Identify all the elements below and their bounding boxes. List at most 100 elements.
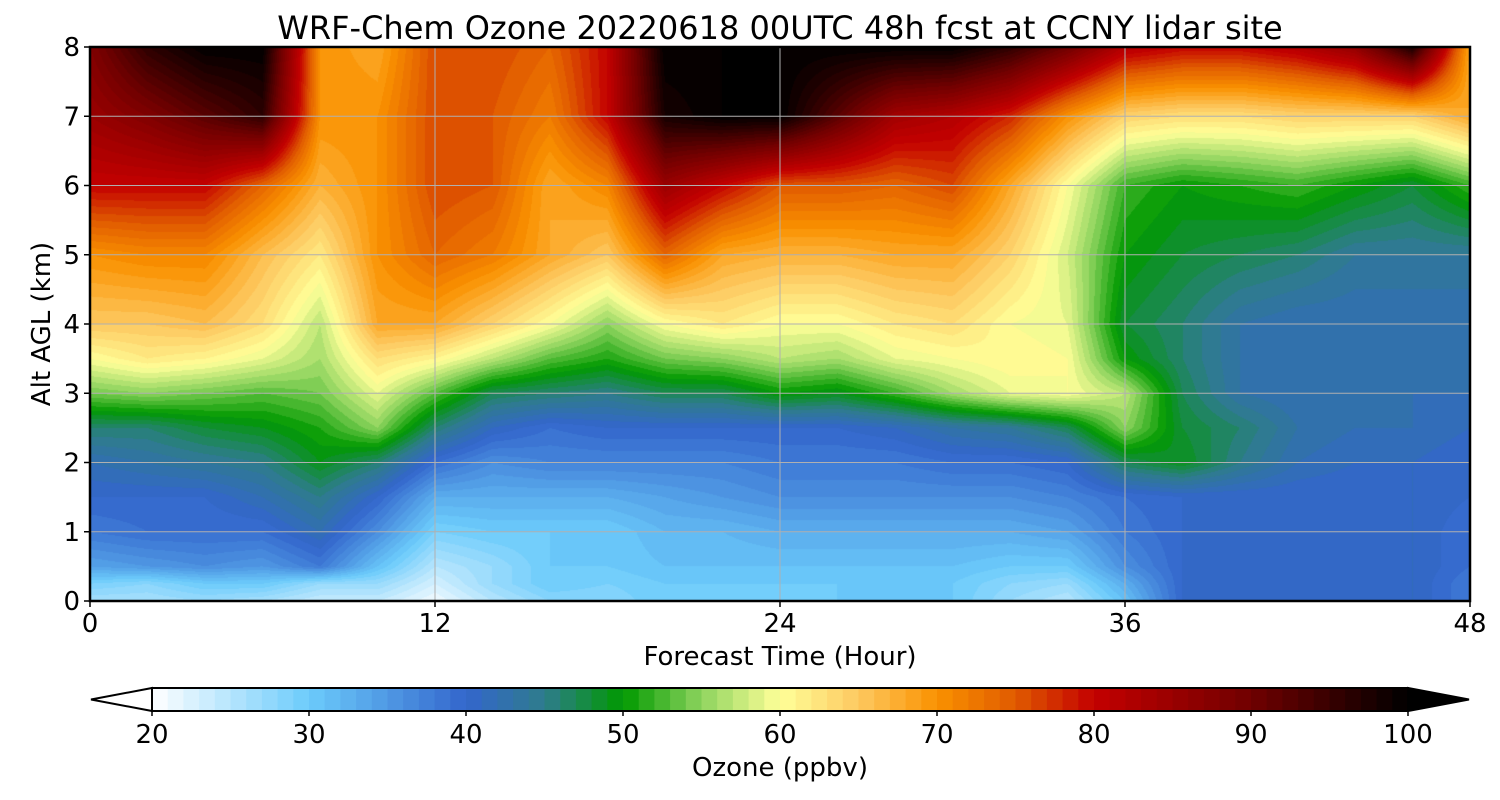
colorbar-swatch bbox=[654, 688, 671, 711]
colorbar-swatch bbox=[968, 688, 985, 711]
colorbar-swatch bbox=[261, 688, 279, 711]
colorbar-swatch bbox=[1298, 688, 1315, 711]
y-tick-label: 7 bbox=[63, 102, 80, 132]
colorbar-swatch bbox=[1078, 688, 1095, 711]
x-tick-label: 36 bbox=[1108, 609, 1141, 639]
colorbar-swatch bbox=[575, 688, 593, 711]
colorbar-swatch bbox=[1251, 688, 1268, 711]
x-axis-label: Forecast Time (Hour) bbox=[643, 642, 916, 672]
colorbar-tick-label: 90 bbox=[1234, 720, 1267, 750]
colorbar-swatch bbox=[481, 688, 498, 711]
colorbar-swatch bbox=[732, 688, 750, 711]
colorbar-swatch bbox=[748, 688, 765, 711]
colorbar-swatch bbox=[513, 688, 530, 711]
colorbar-swatch bbox=[811, 688, 828, 711]
colorbar-swatch bbox=[544, 688, 561, 711]
x-tick-label: 12 bbox=[418, 609, 451, 639]
colorbar-tick-label: 70 bbox=[920, 720, 953, 750]
colorbar-swatch bbox=[167, 688, 184, 711]
y-tick-label: 6 bbox=[63, 172, 80, 202]
x-tick-label: 48 bbox=[1453, 609, 1486, 639]
colorbar-swatch bbox=[764, 688, 781, 711]
colorbar-swatch bbox=[1188, 688, 1205, 711]
colorbar-ticks: 20 30 40 50 60 70 80 90 100 bbox=[135, 711, 1433, 750]
colorbar-swatch bbox=[560, 688, 577, 711]
colorbar-swatch bbox=[1203, 688, 1221, 711]
colorbar-swatch bbox=[183, 688, 200, 711]
colorbar-swatch bbox=[1360, 688, 1378, 711]
colorbar-swatch bbox=[1313, 688, 1331, 711]
colorbar-swatch bbox=[1141, 688, 1158, 711]
colorbar-swatch bbox=[717, 688, 734, 711]
colorbar-swatch bbox=[199, 688, 216, 711]
y-tick-label: 3 bbox=[63, 379, 80, 409]
colorbar-swatch bbox=[1125, 688, 1142, 711]
colorbar-swatch bbox=[827, 688, 844, 711]
y-tick-label: 4 bbox=[63, 310, 80, 340]
colorbar-swatch bbox=[418, 688, 436, 711]
colorbar-swatch bbox=[623, 688, 640, 711]
colorbar-swatch bbox=[685, 688, 703, 711]
colorbar-swatch bbox=[1156, 688, 1174, 711]
colorbar-swatch bbox=[387, 688, 404, 711]
colorbar-swatch bbox=[371, 688, 389, 711]
colorbar-min-extension bbox=[90, 686, 153, 713]
colorbar-swatch bbox=[214, 688, 232, 711]
colorbar-tick-label: 50 bbox=[606, 720, 639, 750]
colorbar-swatch bbox=[324, 688, 341, 711]
colorbar-swatch bbox=[1031, 688, 1048, 711]
colorbar-swatch bbox=[638, 688, 655, 711]
colorbar-swatch bbox=[1219, 688, 1236, 711]
colorbar-swatch bbox=[277, 688, 294, 711]
colorbar-swatch bbox=[356, 688, 373, 711]
colorbar-swatch bbox=[1094, 688, 1111, 711]
y-axis-label: Alt AGL (km) bbox=[27, 242, 57, 406]
colorbar-tick-label: 40 bbox=[449, 720, 482, 750]
colorbar-swatch bbox=[152, 688, 169, 711]
colorbar-swatch bbox=[309, 688, 326, 711]
colorbar-swatches bbox=[152, 688, 1409, 711]
colorbar-swatch bbox=[293, 688, 310, 711]
colorbar-swatch bbox=[874, 688, 891, 711]
colorbar-tick-label: 80 bbox=[1077, 720, 1110, 750]
colorbar-swatch bbox=[889, 688, 907, 711]
colorbar-swatch bbox=[1329, 688, 1346, 711]
colorbar-swatch bbox=[905, 688, 922, 711]
colorbar-tick-label: 60 bbox=[763, 720, 796, 750]
chart-title: WRF-Chem Ozone 20220618 00UTC 48h fcst a… bbox=[277, 9, 1282, 47]
colorbar-swatch bbox=[1172, 688, 1189, 711]
colorbar-swatch bbox=[1266, 688, 1283, 711]
colorbar-swatch bbox=[701, 688, 718, 711]
colorbar-swatch bbox=[246, 688, 263, 711]
colorbar-tick-label: 100 bbox=[1383, 720, 1433, 750]
colorbar-swatch bbox=[780, 688, 797, 711]
colorbar-swatch bbox=[1392, 688, 1409, 711]
colorbar-swatch bbox=[842, 688, 860, 711]
colorbar-swatch bbox=[591, 688, 608, 711]
colorbar-swatch bbox=[952, 688, 969, 711]
y-tick-label: 0 bbox=[63, 587, 80, 617]
colorbar-swatch bbox=[999, 688, 1017, 711]
x-tick-label: 24 bbox=[763, 609, 796, 639]
x-tick-label: 0 bbox=[82, 609, 99, 639]
colorbar-swatch bbox=[858, 688, 875, 711]
y-tick-label: 8 bbox=[63, 33, 80, 63]
colorbar-swatch bbox=[1345, 688, 1362, 711]
colorbar-swatch bbox=[497, 688, 514, 711]
colorbar-tick-label: 20 bbox=[135, 720, 168, 750]
colorbar-swatch bbox=[607, 688, 624, 711]
colorbar-swatch bbox=[795, 688, 812, 711]
colorbar-swatch bbox=[984, 688, 1001, 711]
y-tick-label: 2 bbox=[63, 449, 80, 479]
y-axis-ticks: 0 1 2 3 4 5 6 7 8 bbox=[63, 33, 90, 617]
colorbar-max-extension bbox=[1407, 686, 1470, 713]
colorbar-swatch bbox=[921, 688, 938, 711]
colorbar-swatch bbox=[1235, 688, 1252, 711]
y-tick-label: 1 bbox=[63, 518, 80, 548]
colorbar-swatch bbox=[1109, 688, 1126, 711]
colorbar: 20 30 40 50 60 70 80 90 100 bbox=[90, 686, 1470, 750]
colorbar-swatch bbox=[1062, 688, 1079, 711]
colorbar-swatch bbox=[1282, 688, 1299, 711]
